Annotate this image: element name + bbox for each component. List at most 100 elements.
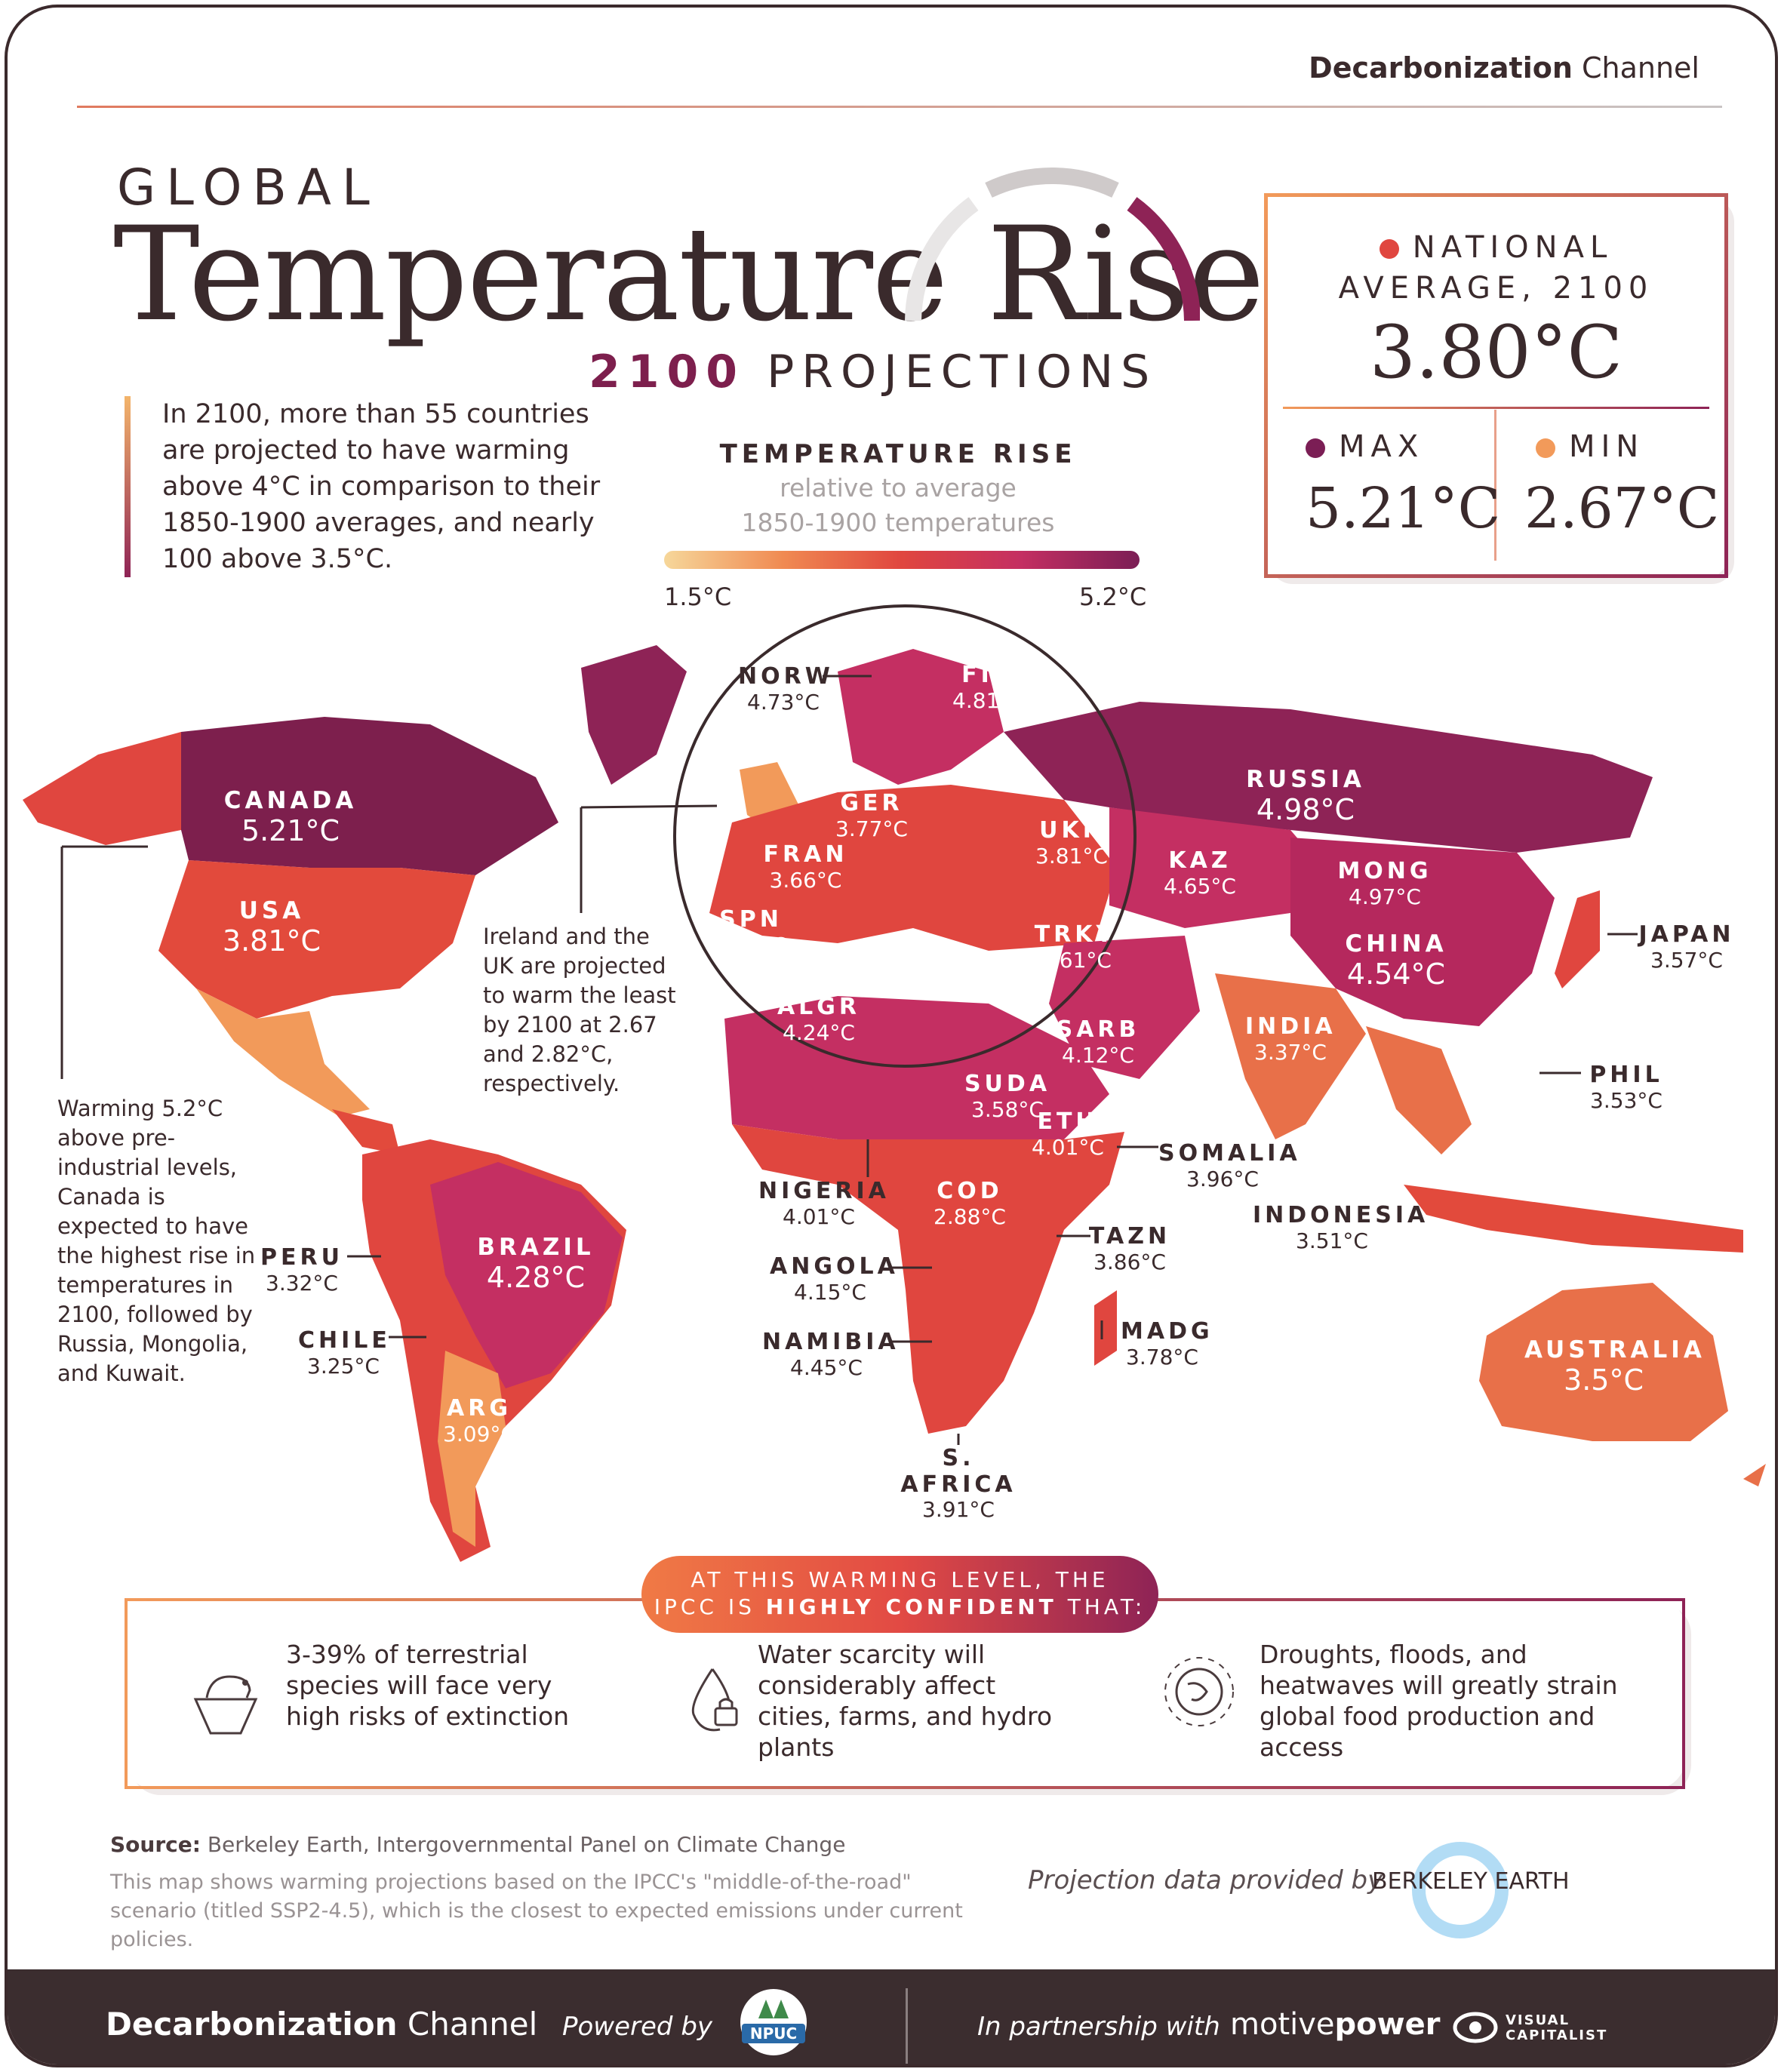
ipcc-banner: AT THIS WARMING LEVEL, THE IPCC IS HIGHL… (641, 1556, 1158, 1633)
scandinavia-shape (838, 649, 1004, 785)
label-ger: GER 3.77°C (835, 790, 908, 841)
label-peru: PERU 3.32°C (260, 1244, 343, 1296)
label-fin: FIN 4.81°C (952, 662, 1025, 713)
source-line: Source: Berkeley Earth, Intergovernmenta… (110, 1832, 846, 1857)
label-angola: ANGOLA 4.15°C (770, 1253, 899, 1305)
mideast-shape (1049, 936, 1200, 1079)
title-main: Temperature Rise (113, 198, 1265, 350)
brand-logo-top: Decarbonization Channel (1309, 51, 1699, 85)
label-china: CHINA 4.54°C (1345, 930, 1447, 991)
divider (1494, 410, 1496, 561)
africa-shape (732, 1124, 1124, 1434)
polar-bear-icon (193, 1675, 258, 1735)
label-japan: JAPAN 3.57°C (1638, 921, 1735, 973)
label-tazn: TAZN 3.86°C (1088, 1223, 1171, 1274)
footer-bar: Decarbonization Channel Powered by NPUC … (8, 1969, 1775, 2064)
label-cod: COD 2.88°C (934, 1178, 1006, 1229)
title-global: GLOBAL (117, 158, 380, 217)
legend-min: 1.5°C (664, 583, 732, 611)
madagascar-shape (1094, 1290, 1117, 1366)
water-drop-lock-icon (691, 1668, 738, 1732)
greenland-shape (581, 645, 687, 785)
mexico-shape (196, 988, 370, 1117)
partnership-label: In partnership with (977, 2012, 1220, 2042)
berkeley-earth-logo-icon (1412, 1842, 1509, 1938)
visual-capitalist-logo: VISUAL CAPITALIST (1506, 2012, 1608, 2043)
usa-shape (158, 860, 475, 1019)
legend-subtitle: relative to average 1850-1900 temperatur… (741, 473, 1055, 537)
north-africa-shape (724, 996, 1109, 1139)
label-canada: CANADA 5.21°C (223, 787, 358, 847)
legend-color-bar (664, 551, 1140, 569)
pointer-ireland (580, 804, 718, 809)
label-mong: MONG 4.97°C (1337, 858, 1432, 909)
npuc-logo-icon: NPUC (740, 1989, 807, 2055)
label-madg: MADG 3.78°C (1121, 1318, 1213, 1370)
powered-by-label: Powered by (562, 2012, 713, 2042)
stats-box: NATIONAL AVERAGE, 2100 3.80°C MAX 5.21°C… (1264, 193, 1728, 578)
central-america-shape (332, 1109, 400, 1154)
world-map (23, 604, 1766, 1562)
infographic-card: Decarbonization Channel GLOBAL Temperatu… (5, 5, 1778, 2067)
gauge-arc-icon (905, 168, 1200, 321)
dot-icon (1306, 438, 1325, 458)
australia-shape (1479, 1283, 1728, 1441)
label-ukr: UKR 3.81°C (1035, 817, 1108, 868)
label-trky: TRKY 3.61°C (1034, 921, 1117, 973)
label-usa: USA 3.81°C (222, 897, 321, 958)
label-suda: SUDA 3.58°C (964, 1071, 1051, 1122)
label-russia: RUSSIA 4.98°C (1246, 766, 1365, 826)
label-indonesia: INDONESIA 3.51°C (1253, 1202, 1429, 1253)
header-rule (77, 106, 1722, 108)
label-eth: ETH 4.01°C (1032, 1108, 1104, 1160)
fact-water: Water scarcity will considerably affect … (758, 1640, 1053, 1762)
title-subtitle: 2100 PROJECTIONS (589, 346, 1158, 398)
label-algr: ALGR 4.24°C (777, 994, 861, 1045)
divider (906, 1988, 908, 2064)
min-label: MIN (1536, 429, 1644, 464)
label-nigeria: NIGERIA 4.01°C (758, 1178, 890, 1229)
berkeley-earth-logo: BERKELEY EARTH (1372, 1868, 1570, 1895)
label-kaz: KAZ 4.65°C (1164, 847, 1236, 899)
divider (1283, 407, 1709, 409)
argentina-shape (438, 1351, 506, 1547)
dot-icon (1379, 239, 1399, 259)
visual-capitalist-logo-icon (1453, 2012, 1498, 2043)
india-shape (1215, 973, 1366, 1139)
central-asia-shape (1109, 807, 1336, 928)
national-average-label: NATIONAL AVERAGE, 2100 (1338, 230, 1654, 306)
legend-max: 5.2°C (1079, 583, 1147, 611)
alaska-shape (23, 732, 181, 845)
motivepower-logo: motivepower (1230, 2007, 1441, 2042)
globe-weather-icon (1164, 1657, 1234, 1726)
label-somalia: SOMALIA 3.96°C (1158, 1140, 1301, 1191)
label-sarb: SARB 4.12°C (1056, 1016, 1140, 1068)
label-chile: CHILE 3.25°C (298, 1327, 391, 1379)
legend-title: TEMPERATURE RISE (719, 439, 1077, 469)
national-average-value: 3.80°C (1369, 310, 1623, 395)
label-india: INDIA 3.37°C (1245, 1013, 1336, 1065)
label-brazil: BRAZIL 4.28°C (477, 1234, 595, 1294)
europe-zoom-circle (673, 604, 1137, 1068)
label-safrica: S. AFRICA 3.91°C (900, 1445, 1017, 1522)
footer-brand-logo: Decarbonization Channel (106, 2006, 538, 2043)
intro-text: In 2100, more than 55 countries are proj… (125, 396, 615, 577)
china-mongolia-shape (1290, 838, 1555, 1026)
indonesia-shape (1404, 1185, 1743, 1253)
dot-icon (1536, 438, 1555, 458)
europe-shape (709, 785, 1117, 951)
max-label: MAX (1306, 429, 1424, 464)
label-namibia: NAMIBIA 4.45°C (762, 1329, 900, 1380)
label-norw: NORW 4.73°C (738, 663, 834, 715)
label-phil: PHIL 3.53°C (1589, 1062, 1663, 1113)
methodology-note: This map shows warming projections based… (110, 1871, 963, 1951)
label-fran: FRAN 3.66°C (763, 841, 848, 893)
label-spn: SPN 3.97°C (715, 906, 787, 958)
min-value: 2.67°C (1524, 476, 1720, 541)
label-australia: AUSTRALIA 3.5°C (1524, 1336, 1706, 1397)
provided-by-label: Projection data provided by (1028, 1865, 1383, 1895)
fact-extinction: 3-39% of terrestrial species will face v… (286, 1640, 570, 1731)
label-arg: ARG 3.09°C (443, 1395, 515, 1446)
new-zealand-shape (1743, 1464, 1766, 1486)
japan-shape (1555, 890, 1600, 988)
